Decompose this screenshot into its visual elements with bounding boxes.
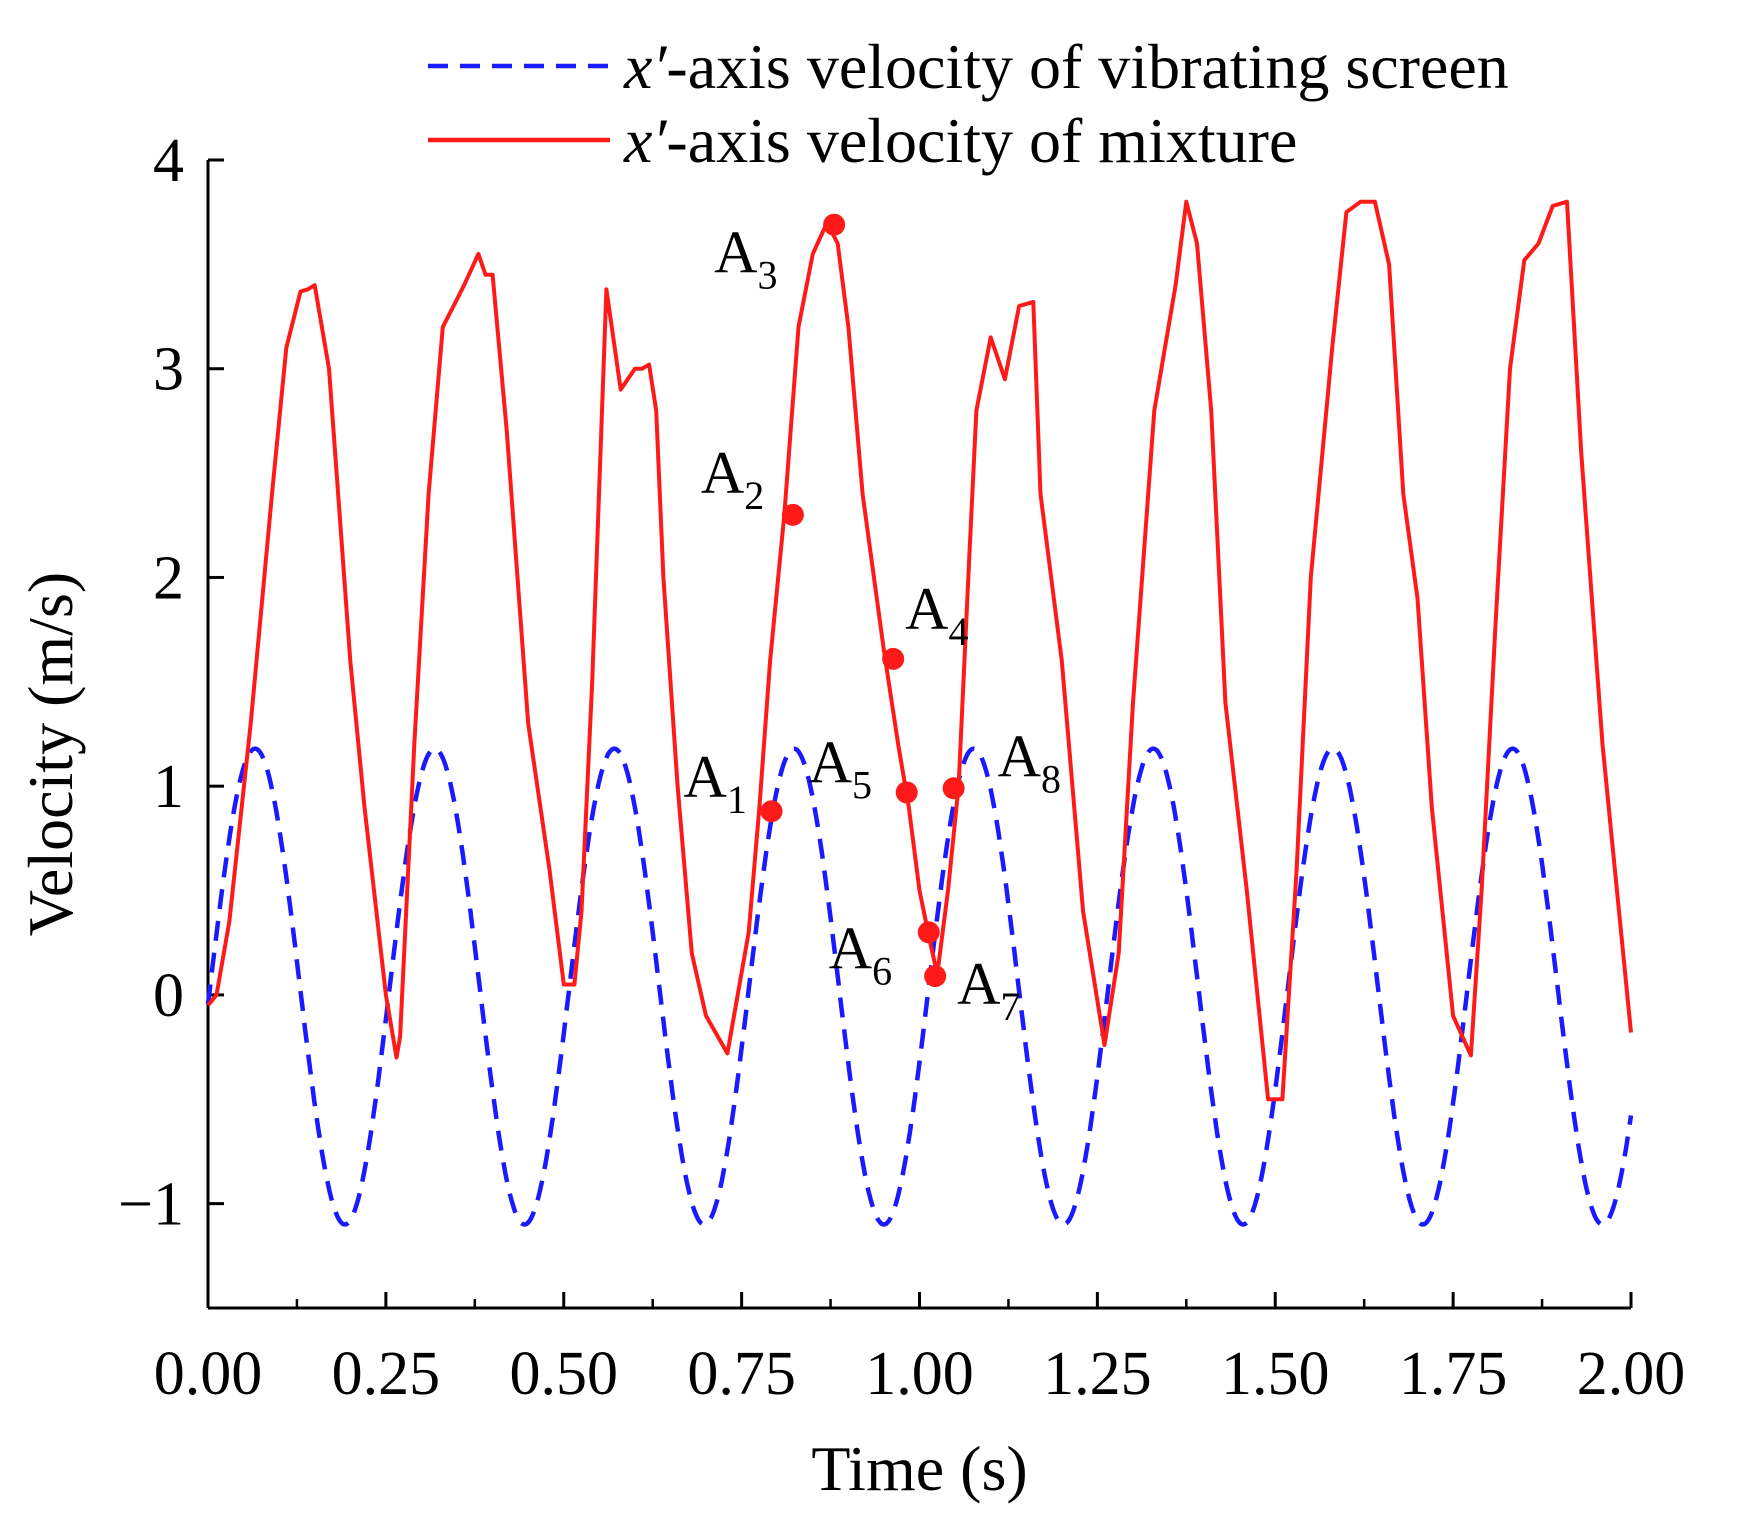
mixture-velocity-line — [206, 199, 1633, 1102]
point-label-main: A — [684, 744, 727, 810]
x-tick-label: 2.00 — [1577, 1340, 1686, 1408]
x-axis-title: Time (s) — [811, 1433, 1027, 1504]
point-A2 — [781, 503, 804, 526]
point-label-A4: A4 — [905, 576, 968, 654]
series-layer — [205, 199, 1634, 1227]
y-tick-label: −1 — [118, 1171, 184, 1239]
point-label-sub: 2 — [744, 473, 764, 518]
point-A5 — [895, 781, 918, 804]
x-tick-label: 1.25 — [1043, 1340, 1152, 1408]
y-axis-title: Velocity (m/s) — [15, 572, 86, 936]
y-tick-label: 1 — [153, 753, 184, 821]
point-label-sub: 5 — [852, 762, 872, 807]
point-A6 — [917, 921, 940, 944]
legend-text: -axis velocity of mixture — [666, 105, 1297, 176]
point-A3 — [823, 213, 846, 236]
point-A1 — [760, 800, 783, 823]
x-tick-label: 0.25 — [332, 1340, 441, 1408]
x-tick-label: 1.00 — [865, 1340, 974, 1408]
point-A8 — [942, 777, 965, 800]
legend: x′-axis velocity of vibrating screenx′-a… — [428, 31, 1509, 176]
point-label-A5: A5 — [809, 729, 872, 807]
x-tick-label: 0.50 — [510, 1340, 619, 1408]
y-tick-label: 2 — [153, 544, 184, 612]
point-label-main: A — [905, 576, 948, 642]
legend-variable: x′ — [623, 105, 667, 176]
point-A7 — [924, 965, 947, 988]
x-tick-label: 0.75 — [687, 1340, 796, 1408]
y-ticks: −1 0 1 2 3 4 — [118, 127, 224, 1239]
x-tick-label: 1.50 — [1221, 1340, 1330, 1408]
point-label-main: A — [829, 915, 872, 981]
legend-text: -axis velocity of vibrating screen — [666, 31, 1508, 102]
point-label-sub: 3 — [757, 253, 777, 298]
point-label-A2: A2 — [701, 440, 764, 518]
point-label-main: A — [998, 723, 1041, 789]
y-tick-label: 0 — [153, 962, 184, 1030]
point-label-main: A — [714, 220, 757, 286]
legend-label-mixture: x′-axis velocity of mixture — [623, 105, 1297, 176]
point-label-A1: A1 — [684, 744, 747, 822]
y-tick-label: 4 — [153, 127, 184, 195]
point-label-main: A — [957, 951, 1000, 1017]
y-tick-label: 3 — [153, 336, 184, 404]
point-label-A7: A7 — [957, 951, 1020, 1029]
x-tick-label: 0.00 — [154, 1340, 263, 1408]
legend-variable: x′ — [623, 31, 667, 102]
point-label-main: A — [809, 729, 852, 795]
point-label-A3: A3 — [714, 220, 777, 298]
x-tick-label: 1.75 — [1399, 1340, 1508, 1408]
point-label-sub: 7 — [1000, 984, 1020, 1029]
legend-label-screen: x′-axis velocity of vibrating screen — [623, 31, 1509, 102]
point-label-A8: A8 — [998, 723, 1061, 801]
point-label-sub: 1 — [727, 777, 747, 822]
point-label-main: A — [701, 440, 744, 506]
point-label-A6: A6 — [829, 915, 892, 993]
axes — [206, 160, 1631, 1310]
point-label-sub: 8 — [1041, 756, 1061, 801]
screen-velocity-line — [205, 746, 1634, 1227]
point-label-sub: 6 — [872, 948, 892, 993]
x-ticks: 0.00 0.25 0.50 0.75 1.00 1.25 1.50 1.75 2.00 — [154, 1292, 1686, 1408]
point-label-sub: 4 — [949, 609, 969, 654]
point-A4 — [882, 647, 905, 670]
